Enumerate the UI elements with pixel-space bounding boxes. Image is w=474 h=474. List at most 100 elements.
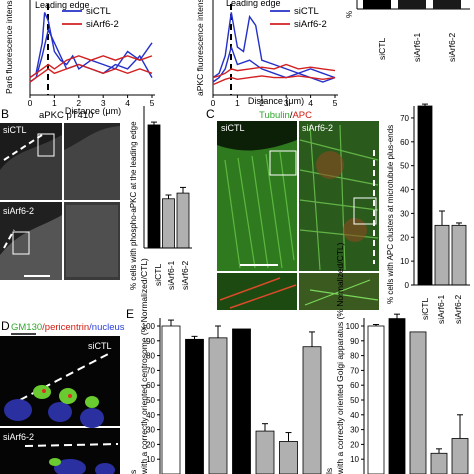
par6-profile-xtick-label-5: 5 xyxy=(150,98,155,108)
chart-b-bars xyxy=(147,121,190,249)
centrosome-orientation-bar-0 xyxy=(161,325,181,474)
micrograph-b-siarf6-zoom xyxy=(64,202,120,280)
apkc-x-label: Distance (μm) xyxy=(248,96,304,106)
corner-bar-sictl xyxy=(363,0,391,9)
chart-e-right-ytick-label-90: 90 xyxy=(350,337,359,346)
apkc-profile-xtick-label-1: 1 xyxy=(235,98,240,108)
par6-x-ticks: 0 1 2 3 4 5 xyxy=(28,95,155,108)
micrograph-c-siarf6-nucleus-1 xyxy=(316,151,344,179)
apkc-profile-series-3 xyxy=(212,75,336,86)
micrograph-c-siarf6-nucleus-2 xyxy=(343,218,367,242)
chart-e-right-y-ticks: 10 20 30 40 50 60 70 80 90 100 xyxy=(346,322,364,464)
micrograph-d-sictl-centrosome-2 xyxy=(68,394,72,398)
apkc-profile-xtick-label-3: 3 xyxy=(284,98,289,108)
micrograph-b-siarf6-edge-line xyxy=(3,229,15,249)
micrograph-d-siarf6-label: siArf6-2 xyxy=(3,432,34,442)
chart-e-right-bars xyxy=(367,313,469,474)
panel-c-title-tubulin: Tubulin xyxy=(259,110,290,121)
golgi-orientation-bar-0 xyxy=(367,325,385,474)
micrograph-b-siarf6-roi xyxy=(12,231,30,255)
chart-e-right-ytick-label-70: 70 xyxy=(350,366,359,375)
chart-c-cat-sictl: siCTL xyxy=(420,298,430,320)
corner-label-sictl: siCTL xyxy=(377,38,387,60)
micrograph-b-siarf6-cell xyxy=(0,215,62,280)
par6-profile-series-2 xyxy=(29,55,153,79)
micrograph-b-siarf6-zoom-speckle xyxy=(66,205,118,277)
chart-e-right-ytick-label-10: 10 xyxy=(350,455,359,464)
golgi-orientation-bar-2 xyxy=(409,331,427,474)
golgi-orientation-bar-1 xyxy=(388,318,406,474)
par6-series-group xyxy=(29,12,153,83)
chart-e-left-ytick-label-90: 90 xyxy=(146,337,155,346)
apkc-legend-sictl: siCTL xyxy=(294,6,319,17)
panel-d-title: GM130/pericentrin/nucleus xyxy=(11,322,125,333)
apkc-profile-xtick-label-5: 5 xyxy=(333,98,338,108)
panel-e-letter: E xyxy=(126,307,134,321)
par6-legend-siarf6-2: siArf6-2 xyxy=(86,19,119,30)
micrograph-c-siarf6 xyxy=(299,121,379,271)
micrograph-c-siarf6-fibers xyxy=(299,124,379,271)
micrograph-d-sictl-nucleus-1 xyxy=(4,399,32,421)
panel-a: Leading edge 0 1 2 3 4 5 Distance (μm) Par6 f… xyxy=(4,0,470,116)
chart-e-right-y-label-prefix: ls xyxy=(324,468,334,474)
apkc-profile-series-0 xyxy=(212,12,336,79)
corner-bar-siarf6-1 xyxy=(398,0,426,9)
micrograph-b-sictl-edge-line xyxy=(3,134,43,161)
micrograph-c-sictl-label: siCTL xyxy=(221,123,245,133)
chart-c-ytick-label-60: 60 xyxy=(400,138,409,147)
panel-d-title-pericentrin: /pericentrin xyxy=(42,322,89,333)
panel-d-title-gm130: GM130 xyxy=(11,322,42,333)
chart-c-ytick-label-30: 30 xyxy=(400,209,409,218)
chart-e-right-ytick-label-60: 60 xyxy=(350,381,359,390)
par6-profile-xtick-label-4: 4 xyxy=(125,98,130,108)
phospho-apkc-bar-0 xyxy=(147,124,161,249)
panel-b-letter: B xyxy=(1,107,9,121)
apkc-series-group xyxy=(212,12,336,86)
par6-profile-plot: Leading edge 0 1 2 3 4 5 Distance (μm) Par6 f… xyxy=(4,0,155,116)
chart-c-ytick-label-40: 40 xyxy=(400,186,409,195)
chart-e-left-y-label-prefix: s xyxy=(128,470,138,474)
apkc-legend-siarf6-2: siArf6-2 xyxy=(294,19,327,30)
chart-b-cat-siarf6-1: siArf6-1 xyxy=(166,260,176,290)
panel-d-letter: D xyxy=(1,319,10,333)
chart-e-left-ytick-label-30: 30 xyxy=(146,426,155,435)
chart-c-cat-siarf6-1: siArf6-1 xyxy=(436,294,446,324)
phospho-apkc-bar-2 xyxy=(176,192,190,249)
micrograph-b-sictl-zoom-cell xyxy=(64,126,120,200)
panel-c-title-sep: / xyxy=(290,110,293,121)
chart-e-left-ytick-label-50: 50 xyxy=(146,396,155,405)
corner-label-siarf6-2: siArf6-2 xyxy=(447,32,457,62)
chart-e-right-ytick-label-80: 80 xyxy=(350,352,359,361)
golgi-orientation-bar-3 xyxy=(430,452,448,474)
chart-c-y-ticks: 0 10 20 30 40 50 60 70 xyxy=(400,114,414,290)
par6-y-label: Par6 fluorescence intensity (arbitrary u… xyxy=(4,0,14,94)
chart-b-cat-siarf6-2: siArf6-2 xyxy=(180,260,190,290)
par6-profile-series-0 xyxy=(29,12,153,79)
micrograph-d-sictl-golgi-1 xyxy=(33,385,51,399)
corner-partial-label: % xyxy=(345,11,354,18)
chart-c-ytick-label-10: 10 xyxy=(400,257,409,266)
par6-x-label: Distance (μm) xyxy=(65,106,121,116)
par6-profile-xtick-label-0: 0 xyxy=(28,98,33,108)
micrograph-c-sictl-zoom-fibers xyxy=(219,277,297,309)
corner-bar-fragment: % siCTL siArf6-1 siArf6-2 xyxy=(345,0,470,62)
micrograph-d-siarf6-nucleus-1 xyxy=(54,459,86,474)
corner-bar-siarf6-2 xyxy=(433,0,461,9)
micrograph-c-sictl-fibers xyxy=(224,151,295,269)
apkc-x-ticks: 0 1 2 3 4 5 xyxy=(211,95,338,108)
chart-e-right-ytick-label-50: 50 xyxy=(350,396,359,405)
chart-c-cat-siarf6-2: siArf6-2 xyxy=(453,294,463,324)
micrograph-d-sictl-nucleus-3 xyxy=(80,408,104,428)
apkc-profile-series-2 xyxy=(212,63,336,79)
phospho-apkc-bar-1 xyxy=(162,198,175,249)
chart-c-ytick-label-0: 0 xyxy=(405,281,410,290)
micrograph-b-sictl-roi xyxy=(37,133,55,157)
chart-e-right-y-label: with a correctly oriented Golgi apparatu… xyxy=(335,242,345,474)
chart-e-left-ytick-label-60: 60 xyxy=(146,381,155,390)
chart-c-ytick-label-20: 20 xyxy=(400,233,409,242)
micrograph-c-siarf6-label: siArf6-2 xyxy=(302,123,333,133)
micrograph-b-sictl-cell xyxy=(0,135,62,200)
micrograph-c-sictl-roi xyxy=(269,150,297,176)
micrograph-d-siarf6-golgi xyxy=(49,458,61,466)
